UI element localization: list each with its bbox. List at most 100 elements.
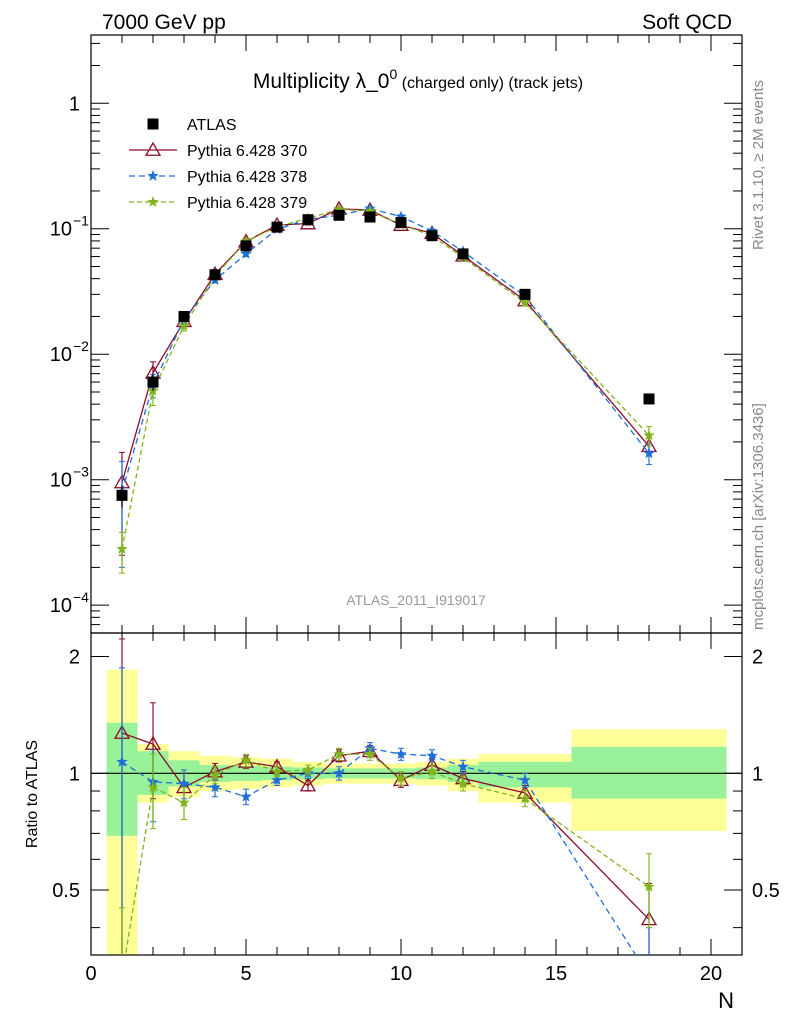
x-tick-label: 0 — [85, 963, 96, 985]
x-axis-label: N — [718, 988, 734, 1013]
data-point — [116, 489, 128, 501]
x-tick-label: 15 — [545, 963, 567, 985]
data-point — [643, 447, 655, 459]
data-point — [643, 970, 654, 981]
data-point — [209, 769, 221, 780]
data-point — [519, 288, 531, 300]
data-point — [147, 376, 159, 388]
data-point — [643, 429, 655, 441]
data-point — [395, 217, 407, 229]
chart-title-main: Multiplicity λ_0 — [253, 70, 390, 93]
data-point — [302, 214, 314, 226]
data-point — [519, 792, 531, 804]
data-point — [364, 742, 376, 754]
chart-title: Multiplicity λ_00 (charged only) (track … — [253, 66, 583, 93]
y-tick-label: 10 — [50, 219, 72, 241]
data-point — [178, 319, 190, 331]
data-point — [364, 211, 376, 223]
data-point — [643, 880, 655, 892]
header-right-label: Soft QCD — [642, 11, 732, 34]
x-tick-label: 10 — [390, 963, 412, 985]
chart-title-rest: (charged only) (track jets) — [397, 75, 583, 92]
data-point — [519, 774, 531, 785]
ratio-panel: 0 5 10 15 20 N 0.5 0.5 1 1 2 2 Ratio to ATLAS — [24, 632, 780, 1013]
data-point — [333, 209, 345, 221]
data-point — [271, 774, 283, 785]
ratio-series-line — [121, 747, 637, 955]
legend-label: Pythia 6.428 378 — [187, 169, 307, 186]
data-point — [426, 749, 438, 761]
data-point — [240, 240, 252, 252]
legend-label: Pythia 6.428 370 — [187, 143, 307, 160]
data-point — [116, 543, 128, 554]
series-pythia-6-428-370 — [113, 200, 658, 556]
data-point — [240, 247, 252, 259]
data-point — [426, 230, 438, 242]
legend: ATLAS Pythia 6.428 370 Pythia 6.428 378 Pyt… — [129, 117, 307, 212]
data-point — [116, 755, 128, 767]
watermark: ATLAS_2011_I919017 — [346, 592, 486, 608]
data-point — [457, 760, 469, 772]
series-pythia-6-428-378 — [116, 202, 655, 568]
data-point — [209, 269, 221, 281]
series-atlas — [116, 209, 655, 508]
y-tick-label: 2 — [69, 647, 80, 669]
ratio-bands — [106, 669, 727, 955]
x-tick-label: 20 — [700, 963, 722, 985]
main-series — [113, 200, 658, 574]
header-left-label: 7000 GeV pp — [102, 11, 226, 34]
data-point — [240, 754, 252, 766]
data-point — [395, 748, 407, 760]
data-point — [364, 205, 376, 216]
y-tick-label: 10 — [50, 344, 72, 366]
data-point — [364, 748, 376, 760]
mcplots-label: mcplots.cern.ch [arXiv:1306.3436] — [750, 403, 767, 630]
y-tick-label-right: 0.5 — [752, 880, 780, 902]
data-point — [302, 764, 314, 775]
y-tick-label: 0.5 — [52, 880, 80, 902]
data-point — [144, 735, 162, 750]
data-point — [333, 767, 345, 779]
series-line — [121, 208, 650, 483]
y-tick-exponent: −4 — [73, 589, 89, 605]
y-tick-exponent: −3 — [73, 464, 89, 480]
rivet-label: Rivet 3.1.10, ≥ 2M events — [750, 80, 767, 250]
x-tick-label: 5 — [240, 963, 251, 985]
data-point — [395, 772, 407, 784]
data-point — [209, 781, 221, 793]
data-point — [519, 296, 531, 308]
y-tick-label: 10 — [50, 595, 72, 617]
data-point — [178, 777, 190, 789]
chart-title-sup: 0 — [389, 66, 397, 82]
data-point — [333, 203, 345, 215]
data-point — [271, 765, 283, 777]
ratio-y-axis-label: Ratio to ATLAS — [24, 740, 41, 848]
data-point — [178, 796, 190, 808]
data-point — [144, 141, 162, 156]
legend-label: Pythia 6.428 379 — [187, 195, 307, 212]
y-tick-label: 10 — [50, 470, 72, 492]
data-point — [147, 196, 159, 207]
ratio-series-pythia-6-428-378 — [116, 667, 654, 981]
data-point — [333, 748, 345, 760]
data-point — [299, 777, 317, 792]
y-tick-exponent: −2 — [73, 338, 89, 354]
data-point — [147, 781, 159, 793]
ratio-series-pythia-6-428-379 — [116, 747, 655, 981]
data-point — [116, 970, 127, 981]
data-point — [457, 248, 469, 260]
legend-label: ATLAS — [187, 117, 237, 134]
data-point — [457, 777, 469, 789]
data-point — [147, 170, 159, 181]
ratio-series-line — [124, 753, 650, 955]
data-point — [178, 310, 190, 322]
y-tick-label-right: 1 — [752, 763, 763, 785]
ratio-frame — [90, 632, 743, 956]
ratio-series — [113, 638, 658, 981]
data-point — [643, 393, 655, 405]
series-pythia-6-428-379 — [116, 203, 655, 574]
data-point — [395, 210, 407, 222]
data-point — [147, 118, 159, 130]
